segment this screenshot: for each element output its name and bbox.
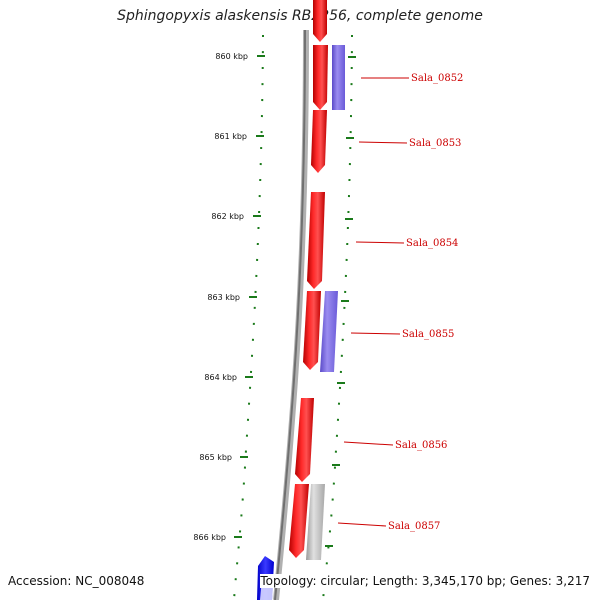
tick-label: 863 kbp (207, 293, 240, 302)
cds-feature-sala-0854[interactable] (307, 192, 325, 289)
feature-ring-ticks (325, 56, 356, 547)
tick-label: 865 kbp (199, 453, 232, 462)
scale-tick-860: 860 kbp (215, 52, 265, 61)
tick-label: 864 kbp (204, 373, 237, 382)
cds-feature-sala-0855[interactable] (303, 291, 321, 370)
cds-feature-sala-0852[interactable] (313, 45, 328, 110)
tick-label: 861 kbp (214, 132, 247, 141)
scale-tick-866: 866 kbp (193, 533, 242, 542)
cds-feature-sala-0856[interactable] (295, 398, 314, 482)
tick-label: 862 kbp (211, 212, 244, 221)
gene-feature-grey-0857[interactable] (306, 484, 325, 560)
scale-tick-861: 861 kbp (214, 132, 264, 141)
accession-text: Accession: NC_008048 (8, 574, 145, 588)
genome-title: Sphingopyxis alaskensis RB2256, complete… (117, 8, 483, 24)
label-leaders (337, 77, 409, 527)
gene-label-sala-0852[interactable]: Sala_0852 (411, 73, 463, 84)
gene-label-sala-0856[interactable]: Sala_0856 (395, 440, 447, 451)
cds-feature-sala-0857[interactable] (289, 484, 309, 558)
genome-backbone (273, 29, 309, 600)
scale-tick-864: 864 kbp (204, 373, 253, 382)
cds-feature-sala-0853[interactable] (311, 110, 327, 173)
genome-backbone-core (274, 29, 306, 600)
gene-label-sala-0854[interactable]: Sala_0854 (406, 238, 458, 249)
scale-tick-862: 862 kbp (211, 212, 261, 221)
gene-label-sala-0855[interactable]: Sala_0855 (402, 329, 454, 340)
cds-feature-top[interactable] (313, 0, 327, 42)
scale-tick-863: 863 kbp (207, 293, 257, 302)
outer-scale-ring (233, 34, 264, 600)
tick-label: 866 kbp (193, 533, 226, 542)
scale-tick-865: 865 kbp (199, 453, 248, 462)
genome-summary-text: Topology: circular; Length: 3,345,170 bp… (260, 574, 590, 588)
gene-label-sala-0857[interactable]: Sala_0857 (388, 521, 440, 532)
gene-feature-purple-0852[interactable] (332, 45, 345, 110)
gene-label-sala-0853[interactable]: Sala_0853 (409, 138, 461, 149)
tick-label: 860 kbp (215, 52, 248, 61)
gene-feature-purple-0855[interactable] (320, 291, 338, 372)
